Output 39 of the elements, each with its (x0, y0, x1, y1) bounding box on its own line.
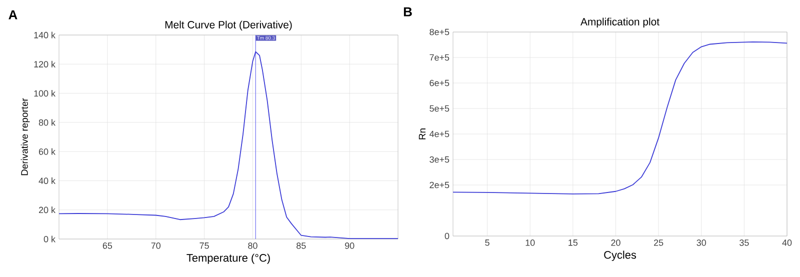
x-tick-label: 65 (102, 242, 112, 249)
line-series (58, 51, 398, 240)
y-tick-label: 4e+5 (429, 130, 450, 138)
x-tick-label: 70 (151, 242, 160, 249)
x-axis-title: Cycles (604, 250, 636, 261)
x-tick-label: 25 (654, 240, 664, 246)
x-tick-label: 5 (485, 240, 490, 246)
y-tick-label: 7e+5 (430, 54, 450, 61)
chart-title: Amplification plot (580, 18, 660, 28)
x-tick-label: 35 (740, 240, 749, 246)
x-tick-label: 85 (296, 242, 306, 249)
x-tick-label: 30 (696, 240, 706, 246)
y-tick-label: 2e+5 (430, 182, 450, 188)
y-axis-title: Derivative reporter (20, 98, 30, 176)
y-tick-label: 0 (444, 232, 450, 240)
y-tick-label: 80 k (38, 119, 56, 126)
x-tick-label: 90 (345, 242, 354, 249)
y-tick-label: 120 k (34, 60, 56, 68)
x-tick-label: 20 (611, 240, 620, 246)
y-tick-label: 3e+5 (430, 156, 450, 163)
y-tick-label: 60 k (38, 148, 56, 155)
y-axis-title: Rn (418, 128, 426, 140)
text: B (404, 7, 412, 16)
y-tick-label: 6e+5 (430, 80, 450, 86)
x-tick-label: 75 (200, 242, 209, 249)
y-tick-label: 40 k (38, 177, 56, 184)
y-tick-label: 0 k (44, 236, 56, 242)
x-tick-label: 15 (568, 240, 578, 246)
x-tick-label: 10 (526, 240, 535, 246)
y-tick-label: 20 k (38, 206, 56, 214)
chart-title: Melt Curve Plot (Derivative) (165, 20, 292, 31)
text: A (8, 10, 18, 20)
x-tick-label: 80 (248, 242, 258, 249)
x-axis-title: Temperature (°C) (186, 254, 270, 264)
y-tick-label: 140 k (34, 32, 56, 38)
y-tick-label: 8e+5 (430, 28, 450, 36)
x-tick-label: 40 (782, 240, 792, 246)
y-tick-label: 100 k (34, 90, 56, 97)
y-tick-label: 5e+5 (430, 105, 450, 112)
